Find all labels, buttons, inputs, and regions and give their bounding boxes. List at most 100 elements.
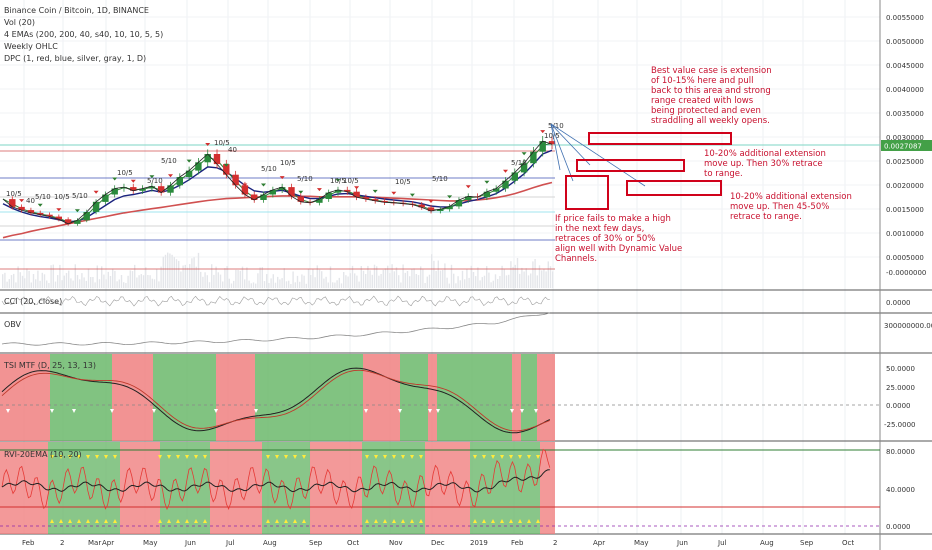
volume-bar <box>299 281 301 288</box>
rvi-axis-label: 40.0000 <box>886 486 915 494</box>
volume-bar <box>464 279 466 288</box>
volume-bar <box>237 270 239 288</box>
annotation-best-case[interactable]: Best value case is extension of 10-15% h… <box>651 66 774 126</box>
volume-bar <box>347 276 349 288</box>
volume-bar <box>175 259 178 288</box>
rvi-marker <box>383 455 387 459</box>
legend-symbol-title[interactable]: Binance Coin / Bitcoin, 1D, BINANCE <box>4 6 149 15</box>
candle-body <box>316 199 323 203</box>
tsi-signal-line <box>1 369 550 432</box>
chart-label: 10/5 <box>117 169 133 177</box>
annotation-failure-case[interactable]: If price fails to make a high in the nex… <box>555 214 685 264</box>
signal-triangle <box>503 169 508 173</box>
volume-bar <box>169 253 171 288</box>
volume-bar <box>244 279 246 288</box>
volume-bar <box>149 275 151 288</box>
rvi-title[interactable]: RVI-20EMA (10, 20) <box>4 450 82 459</box>
volume-bar <box>525 268 527 288</box>
volume-bar <box>439 270 442 288</box>
rvi-marker <box>410 519 414 523</box>
volume-bar <box>472 272 475 288</box>
signal-triangle <box>19 199 25 203</box>
time-axis[interactable]: Feb 2 Apr May Jun Jul Aug Sep Oct Nov Dec 2019 Feb 2 A… <box>22 539 854 547</box>
cci-title[interactable]: CCI (20, close) <box>4 297 62 306</box>
time-axis-label: Jul <box>717 539 727 547</box>
candle-body <box>92 201 100 212</box>
rvi-marker <box>185 455 189 459</box>
volume-bar <box>340 283 343 288</box>
volume-bar <box>303 275 305 288</box>
volume-bar <box>160 266 162 288</box>
volume-bar <box>323 278 325 288</box>
volume-bar <box>314 277 316 288</box>
volume-bar <box>417 275 420 288</box>
target-box-2[interactable] <box>576 159 685 172</box>
legend-vol[interactable]: Vol (20) <box>4 18 35 27</box>
legend-emas[interactable]: 4 EMAs (200, 200, 40, s40, 10, 10, 5, 5) <box>4 30 163 39</box>
price-axis-label: -0.0000000 <box>886 269 926 277</box>
annotation-extension-45[interactable]: 10-20% additional extension move up. The… <box>730 192 855 222</box>
tsi-markers <box>6 409 538 413</box>
volume-bar <box>90 277 92 288</box>
target-box-4[interactable] <box>565 175 609 210</box>
price-line <box>2 140 553 225</box>
volume-bar <box>32 274 35 288</box>
signal-triangle <box>354 186 360 190</box>
volume-bar <box>354 273 356 288</box>
volume-bar <box>200 271 202 288</box>
rvi-marker <box>365 455 369 459</box>
rvi-marker <box>176 455 180 459</box>
signal-triangle <box>223 163 229 167</box>
volume-bar <box>35 279 37 288</box>
volume-bar <box>538 265 541 288</box>
rvi-marker <box>68 519 72 523</box>
rvi-marker <box>365 519 369 523</box>
target-box-3[interactable] <box>626 180 722 196</box>
rvi-marker <box>266 519 270 523</box>
rvi-marker <box>158 455 162 459</box>
rvi-marker <box>419 455 423 459</box>
signal-triangle <box>112 177 118 181</box>
annotation-line: retrace to range. <box>730 212 802 222</box>
legend[interactable]: Binance Coin / Bitcoin, 1D, BINANCE Vol … <box>4 6 163 63</box>
rvi-marker <box>275 519 279 523</box>
tsi-marker <box>152 409 156 413</box>
rvi-line <box>1 448 551 511</box>
rvi-marker <box>473 455 477 459</box>
annotation-boxes[interactable] <box>565 132 732 210</box>
tsi-title[interactable]: TSI MTF (D, 25, 13, 13) <box>3 361 96 370</box>
chart-label: 10/5 <box>54 193 70 201</box>
volume-bar <box>479 280 481 288</box>
candle-body <box>539 141 546 152</box>
volume-bar <box>83 277 85 288</box>
time-axis-label: 2 <box>553 539 557 547</box>
volume-bar <box>545 271 547 288</box>
rvi-marker <box>482 519 486 523</box>
volume-bar <box>140 274 142 288</box>
rvi-axis-label: 0.0000 <box>886 523 911 531</box>
annotation-extension-30[interactable]: 10-20% additional extension move up. The… <box>704 149 829 179</box>
volume-bar <box>270 278 272 288</box>
rvi-marker <box>518 455 522 459</box>
obv-title[interactable]: OBV <box>4 320 22 329</box>
rvi-red-zone <box>310 442 362 534</box>
chart-label: 40 <box>228 146 237 154</box>
signal-triangle <box>428 200 434 203</box>
volume-bar <box>486 266 488 288</box>
candle-body <box>548 141 556 145</box>
legend-dpc[interactable]: DPC (1, red, blue, silver, gray, 1, D) <box>4 54 146 63</box>
price-axis[interactable]: 0.0055000 0.0050000 0.0045000 0.0040000 0.00… <box>886 14 926 277</box>
volume-bar <box>222 281 224 288</box>
volume-bar <box>109 276 112 288</box>
volume-bar <box>285 281 288 288</box>
annotation-line: to range. <box>704 169 743 179</box>
arrow-line <box>550 123 591 166</box>
candle-body <box>74 220 81 224</box>
volume-bar <box>94 282 96 288</box>
rvi-marker <box>374 455 378 459</box>
volume-bar <box>180 271 182 288</box>
volume-bar <box>8 279 10 288</box>
legend-weekly-ohlc[interactable]: Weekly OHLC <box>4 42 58 51</box>
target-box-1[interactable] <box>588 132 732 145</box>
